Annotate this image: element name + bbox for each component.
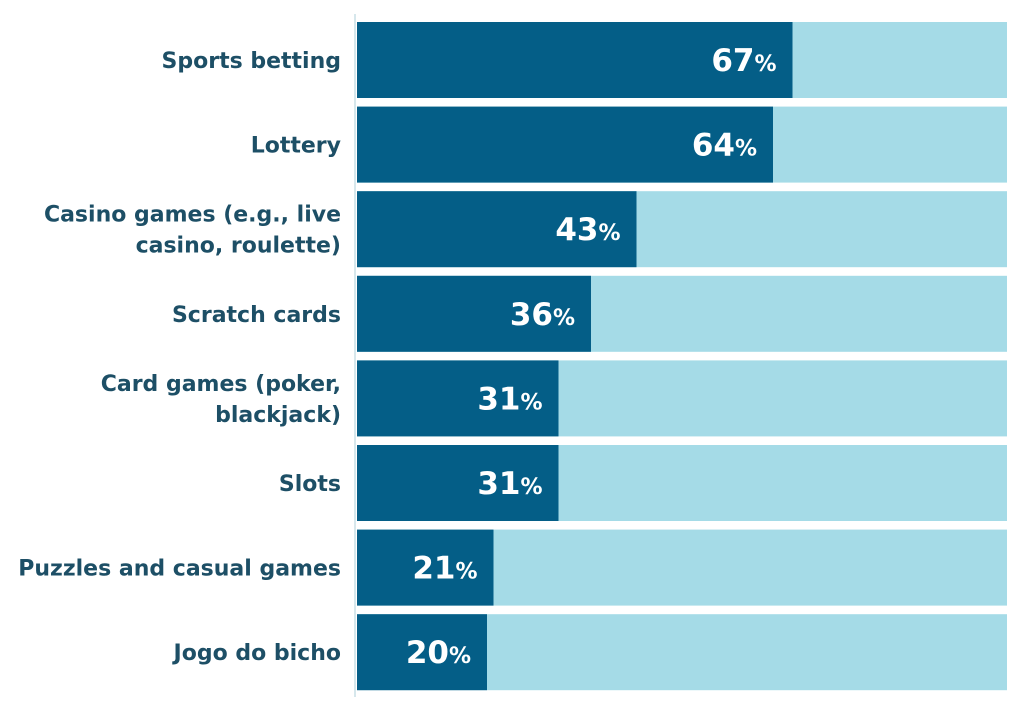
percent-sign: % [553,306,575,331]
bar [357,614,487,691]
bar [357,191,637,268]
bar [357,106,773,183]
bar [357,275,591,352]
category-label: Puzzles and casual games [18,557,341,582]
percent-sign: % [520,390,542,415]
percent-sign: % [598,221,620,246]
percent-sign: % [449,644,471,669]
data-label: 31% [477,466,542,502]
category-label: Lottery [251,134,341,159]
category-label: blackjack) [215,403,341,428]
percent-sign: % [735,137,757,162]
category-label: Sports betting [162,49,341,74]
percent-sign: % [455,560,477,585]
category-label: Slots [279,472,341,497]
percent-sign: % [520,475,542,500]
bar [357,529,494,606]
bar [357,360,559,437]
category-label: Casino games (e.g., live [44,203,341,228]
bar [357,445,559,521]
category-label: Card games (poker, [101,372,341,397]
category-label: Scratch cards [172,303,341,328]
category-label: casino, roulette) [136,234,341,259]
bar [357,22,793,98]
category-label: Jogo do bicho [172,641,341,666]
data-label: 64% [692,128,757,164]
percent-sign: % [754,52,776,77]
